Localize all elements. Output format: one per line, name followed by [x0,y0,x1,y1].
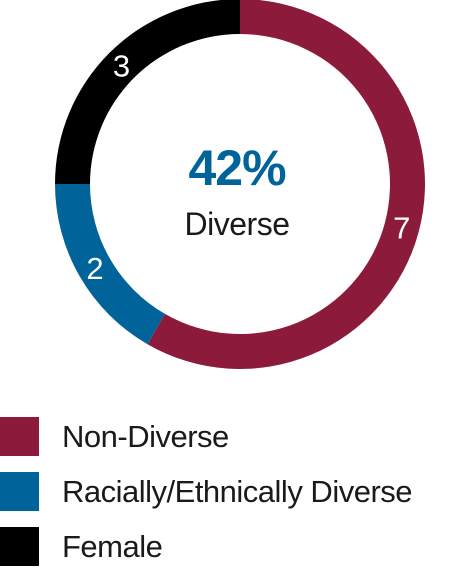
donut-slices [55,0,425,369]
legend-item-racially-ethnically-diverse: Racially/Ethnically Diverse [0,470,475,525]
legend-label-non-diverse: Non-Diverse [62,419,229,454]
slice-non-diverse [147,0,425,369]
center-percentage: 42% [188,140,286,196]
slice-racially-ethnically-diverse [55,184,165,345]
slice-value-female: 3 [113,49,130,84]
legend-label-female: Female [62,529,163,564]
legend-swatch-female [0,527,39,566]
legend-swatch-non-diverse [0,417,39,456]
slice-labels: 7 2 3 [86,49,410,286]
slice-female [55,0,240,184]
donut-chart: 7 2 3 42% Diverse [55,0,425,369]
slice-value-non-diverse: 7 [393,210,410,245]
slice-value-racially-ethnically-diverse: 2 [86,251,103,286]
center-label: Diverse [185,206,290,242]
legend-item-female: Female [0,525,475,580]
legend-label-racially-ethnically-diverse: Racially/Ethnically Diverse [62,474,413,509]
legend-item-non-diverse: Non-Diverse [0,415,475,470]
legend-swatch-racially-ethnically-diverse [0,472,39,511]
legend: Non-Diverse Racially/Ethnically Diverse … [0,415,475,580]
